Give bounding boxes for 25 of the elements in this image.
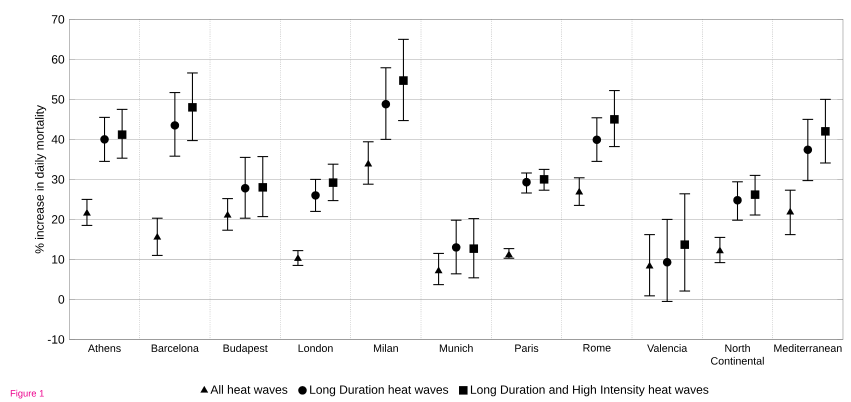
y-tick-label: 30 — [52, 175, 64, 184]
legend-label: Long Duration heat waves — [310, 385, 448, 396]
legend-label: All heat waves — [210, 385, 288, 394]
y-tick-label: 60 — [52, 55, 64, 64]
y-tick-label: 0 — [58, 295, 64, 304]
y-axis-title: % increase in daily mortality — [34, 104, 46, 254]
x-tick-label: North Continental — [711, 344, 764, 365]
x-tick-label: Paris — [515, 344, 538, 352]
x-tick-label: Rome — [583, 344, 611, 352]
x-tick-label: Munich — [440, 344, 473, 352]
x-tick-label: Valencia — [647, 344, 688, 352]
x-tick-label: Barcelona — [152, 344, 199, 352]
y-tick-label: 20 — [52, 215, 64, 224]
legend-label: Long Duration and High Intensity heat waves — [470, 385, 708, 396]
y-tick-label: 40 — [52, 135, 64, 144]
x-tick-label: Mediterranean — [774, 344, 842, 352]
x-tick-label: Budapest — [224, 344, 268, 354]
x-tick-label: London — [298, 344, 333, 352]
y-tick-label: 50 — [52, 95, 64, 104]
y-tick-label: 10 — [52, 255, 64, 264]
x-tick-label: Milan — [374, 344, 398, 352]
caption: Figure 1 — [10, 390, 44, 398]
y-tick-label: 70 — [52, 15, 64, 24]
x-tick-label: Athens — [88, 344, 121, 352]
y-tick-label: -10 — [48, 335, 64, 344]
